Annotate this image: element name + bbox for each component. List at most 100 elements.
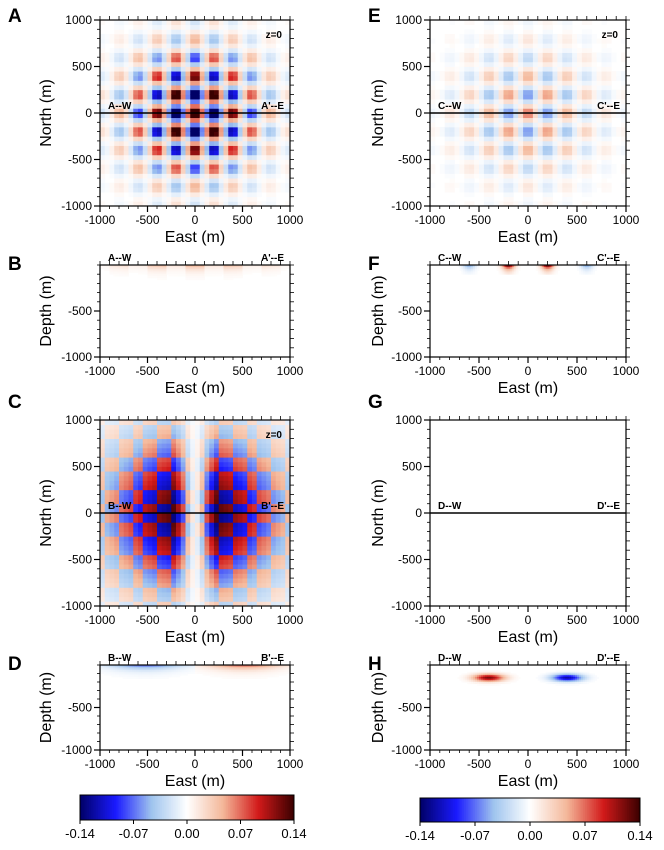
heatmap-cell xyxy=(275,438,281,444)
heatmap-cell xyxy=(233,420,239,426)
heatmap-cell xyxy=(166,33,172,39)
heatmap-cell xyxy=(206,666,209,669)
heatmap-cell xyxy=(114,564,120,570)
heatmap-cell xyxy=(185,154,191,160)
heatmap-cell xyxy=(128,466,134,472)
heatmap-cell xyxy=(256,513,262,519)
heatmap-cell xyxy=(200,268,203,271)
heatmap-cell xyxy=(236,272,240,275)
heatmap-cell xyxy=(228,499,234,505)
heatmap-cell xyxy=(176,531,182,537)
heatmap-cell xyxy=(152,452,158,458)
heatmap-cell xyxy=(176,578,182,584)
heatmap-cell xyxy=(166,559,172,565)
heatmap-cell xyxy=(115,265,118,268)
heatmap-cell xyxy=(266,466,272,472)
heatmap-cell xyxy=(171,131,177,137)
heatmap-cell xyxy=(252,471,258,477)
heatmap-cell xyxy=(261,99,267,105)
heatmap-cell xyxy=(174,666,177,669)
x-tick-label: -1000 xyxy=(85,613,116,627)
heatmap-cell xyxy=(242,201,248,207)
heatmap-cell xyxy=(259,266,262,270)
heatmap-cell xyxy=(256,443,262,449)
heatmap-cell xyxy=(236,665,240,668)
heatmap-cell xyxy=(136,270,139,273)
heatmap-cell xyxy=(204,178,210,184)
heatmap-cell xyxy=(142,66,148,72)
heatmap-cell xyxy=(252,71,258,77)
heatmap-cell xyxy=(247,159,253,165)
y-tick-label: -500 xyxy=(68,304,92,318)
heatmap-cell xyxy=(157,85,163,91)
heatmap-cell xyxy=(195,66,201,72)
heatmap-cell xyxy=(185,443,191,449)
heatmap-cell xyxy=(454,150,460,156)
heatmap-cell xyxy=(152,94,158,100)
heatmap-cell xyxy=(119,131,125,137)
heatmap-cell xyxy=(195,38,201,44)
heatmap-cell xyxy=(271,573,277,579)
heatmap-cell xyxy=(190,38,196,44)
heatmap-cell xyxy=(274,665,278,668)
heatmap-cell xyxy=(449,61,455,67)
heatmap-cell xyxy=(109,61,115,67)
heatmap-cell xyxy=(237,499,243,505)
heatmap-cell xyxy=(223,522,229,528)
heatmap-cell xyxy=(185,80,191,86)
heatmap-cell xyxy=(233,99,239,105)
heatmap-cell xyxy=(166,108,172,114)
heatmap-cell xyxy=(242,178,248,184)
heatmap-cell xyxy=(100,671,103,674)
heatmap-cell xyxy=(190,122,196,128)
heatmap-cell xyxy=(209,126,215,132)
heatmap-cell xyxy=(113,671,116,674)
heatmap-cell xyxy=(237,513,243,519)
heatmap-cell xyxy=(126,670,129,673)
heatmap-cell xyxy=(256,587,262,593)
x-tick-label: -1000 xyxy=(85,757,116,771)
heatmap-cell xyxy=(180,447,186,453)
heatmap-cell xyxy=(142,33,148,39)
heatmap-cell xyxy=(244,668,247,671)
heatmap-cell xyxy=(100,154,106,160)
heatmap-cell xyxy=(170,666,173,669)
heatmap-cell xyxy=(180,540,186,546)
heatmap-cell xyxy=(234,668,238,671)
heatmap-cell xyxy=(138,526,144,532)
heatmap-cell xyxy=(104,564,110,570)
heatmap-cell xyxy=(242,447,248,453)
heatmap-cell xyxy=(185,159,191,165)
heatmap-cell xyxy=(147,670,150,673)
heatmap-cell xyxy=(285,99,291,105)
heatmap-cell xyxy=(176,673,179,676)
heatmap-cell xyxy=(233,276,236,279)
heatmap-cell xyxy=(237,522,243,528)
heatmap-cell xyxy=(434,126,441,132)
heatmap-cell xyxy=(133,47,139,53)
heatmap-cell xyxy=(280,568,286,574)
heatmap-cell xyxy=(185,466,191,472)
heatmap-cell xyxy=(223,47,229,53)
heatmap-cell xyxy=(138,668,141,671)
heatmap-cell xyxy=(247,550,253,556)
heatmap-cell xyxy=(218,182,224,188)
heatmap-cell xyxy=(100,150,106,156)
heatmap-cell xyxy=(152,536,158,542)
heatmap-cell xyxy=(143,268,146,271)
heatmap-cell xyxy=(147,503,153,509)
heatmap-cell xyxy=(152,540,158,546)
heatmap-cell xyxy=(204,564,210,570)
heatmap-cell xyxy=(229,276,232,279)
heatmap-cell xyxy=(171,596,177,602)
heatmap-cell xyxy=(269,673,272,676)
heatmap-cell xyxy=(257,671,260,674)
heatmap-cell xyxy=(223,173,229,179)
heatmap-cell xyxy=(119,471,125,477)
heatmap-cell xyxy=(212,666,215,669)
heatmap-cell xyxy=(199,443,205,449)
heatmap-cell xyxy=(439,164,446,170)
heatmap-cell xyxy=(233,592,239,598)
heatmap-cell xyxy=(263,266,266,270)
heatmap-cell xyxy=(242,117,248,123)
